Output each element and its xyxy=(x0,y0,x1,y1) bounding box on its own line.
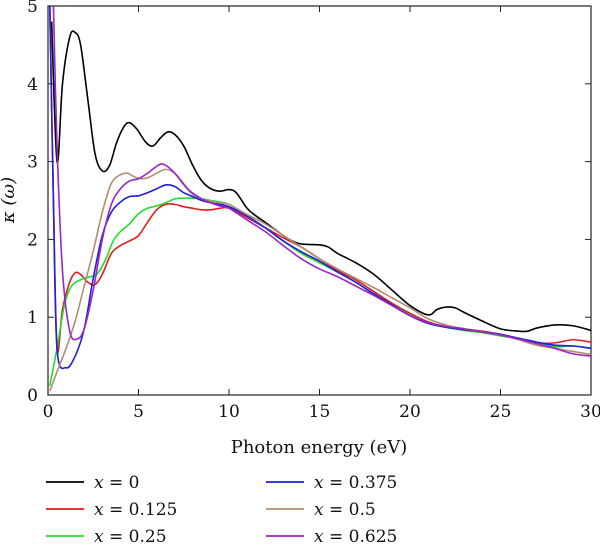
y-tick-label: 0 xyxy=(27,386,38,406)
legend: x = 0 x = 0.125 x = 0.25 x = 0.375 x = 0.5 x … xyxy=(46,473,397,547)
y-tick-label: 1 xyxy=(27,308,38,328)
legend-label-3: x = 0.375 xyxy=(314,473,397,493)
series-line-3 xyxy=(49,6,591,370)
x-tick-label: 20 xyxy=(399,402,421,422)
legend-label-0: x = 0 xyxy=(94,473,139,493)
series-line-2 xyxy=(49,197,591,386)
legend-label-4: x = 0.5 xyxy=(314,500,376,520)
series-layer xyxy=(49,6,591,392)
y-tick-label: 4 xyxy=(27,75,38,95)
series-line-5 xyxy=(52,6,591,357)
x-axis-label: Photon energy (eV) xyxy=(231,437,408,458)
series-line-1 xyxy=(49,6,591,353)
x-tick-label: 0 xyxy=(43,402,54,422)
series-line-4 xyxy=(49,168,591,392)
legend-label-2: x = 0.25 xyxy=(94,527,167,547)
y-tick-label: 3 xyxy=(27,153,38,173)
y-tick-label: 5 xyxy=(27,0,38,17)
y-tick-label: 2 xyxy=(27,230,38,250)
legend-label-1: x = 0.125 xyxy=(94,500,177,520)
x-tick-label: 10 xyxy=(218,402,240,422)
x-tick-label: 30 xyxy=(580,402,600,422)
x-tick-label: 15 xyxy=(309,402,331,422)
legend-label-5: x = 0.625 xyxy=(314,527,397,547)
y-axis-label: κ (ω) xyxy=(0,177,19,224)
series-line-0 xyxy=(50,21,591,333)
tick-layer: 0 5 10 15 20 25 30 0 1 2 3 4 5 xyxy=(27,0,600,422)
x-tick-label: 5 xyxy=(133,402,144,422)
x-tick-label: 25 xyxy=(490,402,512,422)
